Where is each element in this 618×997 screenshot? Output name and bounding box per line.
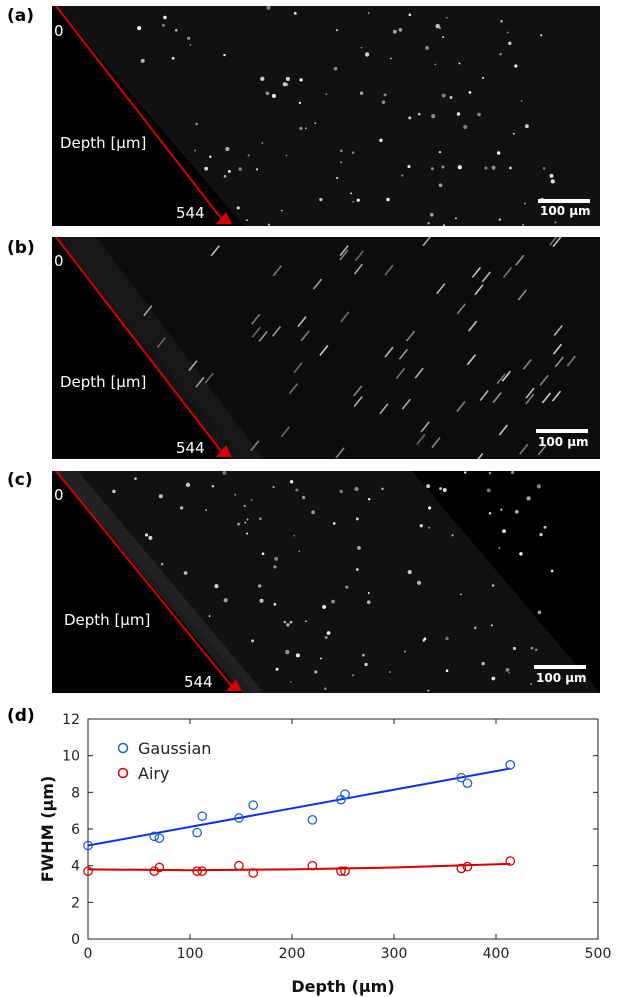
gaussian-point: [307, 814, 318, 825]
panel-label-b: (b): [7, 238, 35, 258]
y-tick-label: 0: [71, 932, 80, 948]
y-axis-label: FWHM (µm): [38, 776, 57, 883]
depth-end-label: 544: [184, 673, 213, 691]
scale-bar-label: 100 µm: [540, 204, 591, 218]
y-tick-label: 10: [62, 749, 80, 765]
gaussian-fit-line: [87, 767, 511, 847]
depth-line: [55, 471, 242, 691]
depth-start-label: 0: [54, 486, 64, 504]
depth-axis-label: Depth [µm]: [60, 134, 147, 152]
gaussian-point: [197, 811, 208, 822]
x-tick-label: 100: [177, 946, 204, 962]
legend-gaussian-label: Gaussian: [138, 739, 211, 758]
airy-point: [83, 866, 93, 877]
gaussian-point: [248, 800, 259, 811]
fwhm-chart: 0 100 200 300 400 500 0 2 4 6 8 10 12 Depth (µm) FWHM …: [38, 712, 612, 996]
panel-label-d: (d): [7, 706, 35, 726]
y-tick-label: 8: [71, 785, 80, 801]
tissue-region: [56, 237, 600, 459]
tissue-region: [56, 471, 600, 693]
fluorescent-beads: [143, 237, 576, 459]
depth-line: [55, 6, 232, 224]
legend-airy-marker: [117, 767, 129, 779]
legend-airy-label: Airy: [138, 764, 169, 783]
gaussian-point: [192, 827, 202, 838]
airy-point: [248, 868, 259, 878]
x-tick-label: 300: [381, 946, 408, 962]
airy-point: [456, 863, 467, 874]
depth-axis-label: Depth [µm]: [60, 373, 147, 391]
gaussian-point: [154, 833, 165, 844]
airy-point: [336, 866, 346, 877]
microscopy-panel-c: 0 Depth [µm] 544 100 µm: [52, 471, 600, 693]
panel-label-a: (a): [7, 6, 35, 26]
airy-point: [307, 860, 318, 871]
x-tick-label: 500: [585, 946, 612, 962]
airy-point: [192, 866, 202, 877]
depth-end-label: 544: [176, 439, 205, 457]
airy-point: [505, 856, 516, 866]
x-tick-label: 400: [483, 946, 510, 962]
fluorescent-beads: [137, 6, 557, 226]
x-tick-label: 0: [84, 946, 93, 962]
x-tick-label: 200: [279, 946, 306, 962]
airy-point: [154, 862, 165, 873]
microscopy-panel-a: 0 Depth [µm] 544 100 µm: [52, 6, 600, 226]
tissue-region: [56, 6, 600, 226]
depth-line: [55, 237, 232, 457]
microscopy-image-c: [55, 471, 600, 693]
gaussian-point: [234, 813, 244, 823]
y-tick-label: 12: [62, 712, 80, 728]
fluorescent-beads: [112, 471, 554, 692]
depth-axis-label: Depth [µm]: [64, 611, 151, 629]
microscopy-image-a: [55, 6, 600, 226]
legend-gaussian-marker: [117, 742, 129, 754]
gaussian-point: [456, 772, 467, 783]
gaussian-point: [83, 840, 93, 851]
scale-bar: [538, 199, 590, 203]
scale-bar: [536, 429, 588, 433]
airy-point: [340, 866, 350, 877]
gaussian-point: [340, 789, 350, 800]
airy-point: [462, 861, 473, 872]
microscopy-panel-b: 0 Depth [µm] 544 100 µm: [52, 237, 600, 459]
scale-bar: [534, 665, 586, 669]
gaussian-point: [149, 831, 160, 842]
airy-point: [234, 860, 244, 871]
y-tick-label: 6: [71, 822, 80, 838]
panel-label-c: (c): [7, 470, 33, 490]
depth-start-label: 0: [54, 252, 64, 270]
x-axis-label: Depth (µm): [291, 977, 394, 996]
gaussian-point: [505, 759, 516, 770]
depth-start-label: 0: [54, 22, 64, 40]
scale-bar-label: 100 µm: [536, 671, 587, 685]
depth-end-label: 544: [176, 204, 205, 222]
microscopy-image-b: [55, 237, 600, 459]
y-tick-label: 4: [71, 859, 80, 875]
airy-point: [197, 866, 208, 877]
scale-bar-label: 100 µm: [538, 435, 589, 449]
gaussian-point: [462, 778, 473, 789]
y-tick-label: 2: [71, 895, 80, 911]
